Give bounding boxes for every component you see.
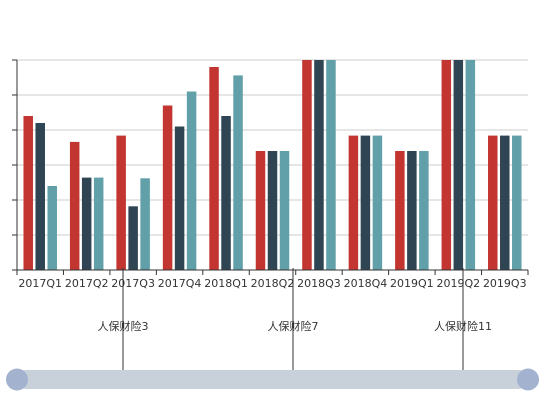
bar[interactable] — [360, 135, 371, 270]
x-tick-label: 2018Q3 — [297, 277, 341, 290]
x-tick-label: 2017Q3 — [111, 277, 155, 290]
bar[interactable] — [407, 151, 417, 270]
bar[interactable] — [255, 151, 266, 270]
x-tick-label: 2019Q3 — [483, 277, 527, 290]
x-tick-label: 2017Q4 — [158, 277, 202, 290]
x-tick-label: 2018Q4 — [344, 277, 388, 290]
slider[interactable] — [6, 368, 539, 391]
bar[interactable] — [465, 60, 476, 270]
bar[interactable] — [140, 178, 150, 270]
x-tick-label: 2019Q2 — [436, 277, 480, 290]
x-tick-label: 2019Q1 — [390, 277, 434, 290]
bar[interactable] — [279, 151, 290, 270]
bar[interactable] — [47, 186, 57, 270]
bar[interactable] — [93, 177, 104, 270]
slider-handle-left[interactable] — [6, 368, 28, 391]
bar[interactable] — [348, 135, 359, 270]
bar[interactable] — [209, 67, 219, 270]
bar[interactable] — [500, 135, 510, 270]
bar[interactable] — [441, 60, 452, 270]
bar[interactable] — [395, 151, 405, 270]
bar[interactable] — [512, 135, 522, 270]
bar[interactable] — [302, 60, 312, 270]
x-tick-label: 2017Q2 — [65, 277, 109, 290]
bar[interactable] — [69, 141, 80, 270]
bar[interactable] — [314, 60, 324, 270]
bar[interactable] — [81, 177, 92, 270]
bar[interactable] — [453, 60, 464, 270]
bar[interactable] — [35, 123, 45, 270]
slider-track[interactable] — [17, 370, 528, 389]
bar[interactable] — [23, 116, 33, 270]
bar[interactable] — [128, 206, 138, 270]
bar[interactable] — [419, 151, 429, 270]
y-axis — [12, 59, 18, 271]
bar[interactable] — [162, 105, 173, 271]
slider-handle-right[interactable] — [517, 368, 539, 391]
bar[interactable] — [372, 135, 383, 270]
x-tick-label: 2018Q1 — [204, 277, 248, 290]
bar[interactable] — [233, 75, 243, 271]
x-tick-label: 2017Q1 — [18, 277, 62, 290]
bars — [23, 60, 522, 271]
timeline: 人保财险3 人保财险7 人保财险11 — [98, 268, 492, 370]
bar[interactable] — [488, 135, 498, 270]
timeline-label: 人保财险11 — [434, 319, 492, 333]
x-tick-label: 2018Q2 — [251, 277, 295, 290]
bar[interactable] — [326, 60, 336, 270]
bar[interactable] — [221, 116, 231, 270]
bar[interactable] — [186, 91, 197, 271]
bar[interactable] — [267, 151, 278, 270]
timeline-label: 人保财险3 — [98, 319, 149, 333]
bar[interactable] — [174, 126, 185, 271]
bar[interactable] — [116, 135, 126, 270]
x-axis: 2017Q1 2017Q2 2017Q3 2017Q4 2018Q1 2018Q2 2018… — [16, 269, 529, 290]
timeline-label: 人保财险7 — [268, 319, 319, 333]
